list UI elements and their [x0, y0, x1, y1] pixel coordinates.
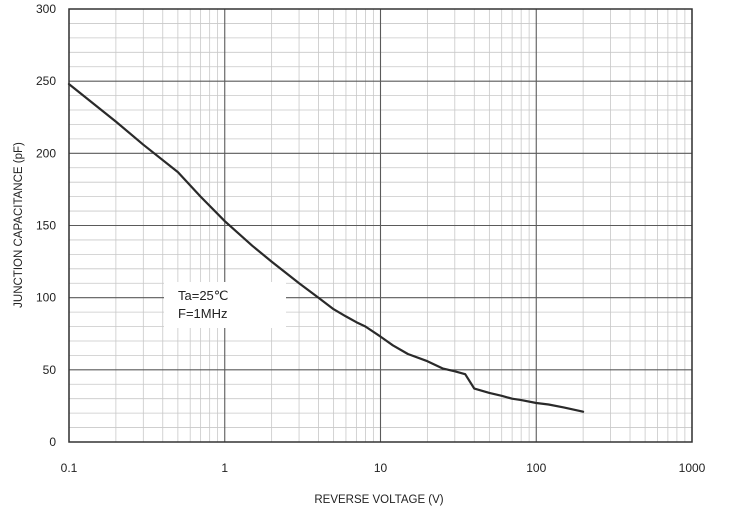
y-tick-label: 250: [36, 74, 56, 88]
y-tick-label: 300: [36, 2, 56, 16]
x-tick-label: 1000: [679, 461, 706, 475]
x-axis-title: REVERSE VOLTAGE (V): [314, 494, 443, 506]
y-axis-ticks: 0 50 100 150 200 250 300: [36, 2, 56, 449]
y-tick-label: 150: [36, 219, 56, 233]
x-tick-label: 1: [221, 461, 228, 475]
series-layer: [67, 82, 585, 413]
y-tick-label: 200: [36, 146, 56, 160]
x-tick-label: 10: [374, 461, 388, 475]
x-tick-label: 100: [526, 461, 546, 475]
plot-frame: [68, 8, 693, 443]
annotation-temperature: Ta=25℃: [178, 288, 228, 303]
y-tick-label: 100: [36, 291, 56, 305]
y-tick-label: 0: [49, 435, 56, 449]
annotation-box: [164, 282, 286, 328]
x-axis-ticks: 0.1 1 10 100 1000: [61, 461, 706, 475]
x-tick-label: 0.1: [61, 461, 78, 475]
y-tick-label: 50: [43, 363, 57, 377]
annotation-frequency: F=1MHz: [178, 306, 227, 321]
y-axis-title: JUNCTION CAPACITANCE (pF): [13, 142, 25, 308]
capacitance-curve: [67, 82, 585, 413]
